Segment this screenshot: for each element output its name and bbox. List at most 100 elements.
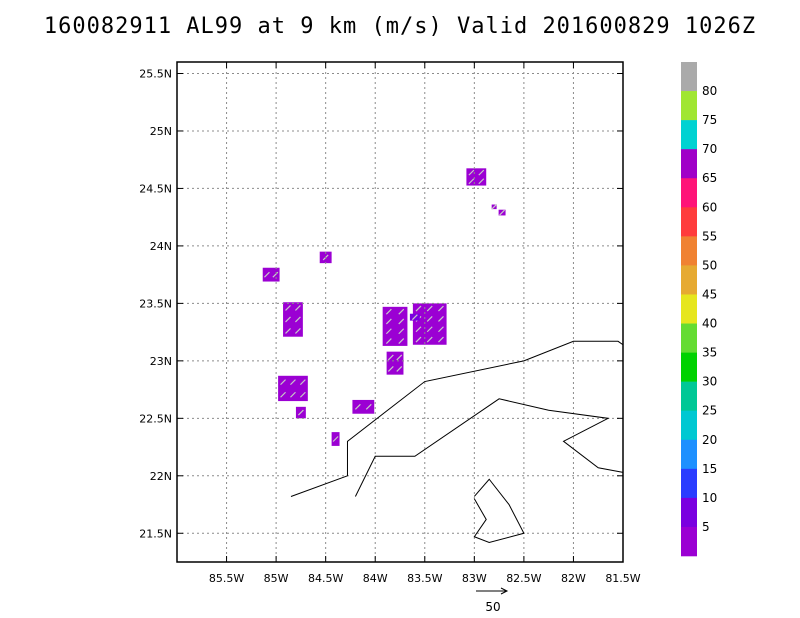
y-tick-label: 24N (150, 240, 172, 253)
wind-arrow (385, 328, 392, 335)
wind-arrow (297, 409, 304, 416)
y-tick-label: 23.5N (139, 297, 172, 310)
wind-arrow (426, 326, 433, 333)
wind-arrow (264, 271, 270, 278)
wind-arrow (398, 308, 405, 315)
colorbar-label: 10 (702, 491, 717, 505)
wind-cell (412, 303, 447, 345)
wind-arrow (468, 169, 475, 176)
wind-cell (283, 302, 303, 337)
wind-arrow (411, 314, 418, 321)
colorbar-label: 40 (702, 317, 717, 331)
colorbar-segment (681, 468, 697, 499)
colorbar-label: 5 (702, 520, 710, 534)
x-tick-label: 84W (363, 572, 388, 585)
colorbar-label: 75 (702, 113, 717, 127)
wind-arrow (294, 328, 301, 334)
y-tick-label: 25N (150, 125, 172, 138)
wind-arrow (426, 336, 433, 343)
colorbar-segment (681, 497, 697, 528)
colorbar-label: 35 (702, 346, 717, 360)
wind-arrow (415, 326, 422, 333)
colorbar-label: 15 (702, 462, 717, 476)
wind-arrow (491, 203, 498, 210)
colorbar-label: 80 (702, 84, 717, 98)
wind-arrow (294, 305, 301, 311)
wind-arrow (415, 336, 422, 343)
colorbar-segment (681, 120, 697, 150)
wind-arrow (396, 354, 403, 361)
wind-arrow (438, 336, 444, 343)
colorbar-segment (681, 526, 697, 557)
wind-arrow (285, 316, 291, 323)
wind-arrow (299, 391, 306, 398)
colorbar-label: 55 (702, 229, 717, 243)
wind-arrow (398, 338, 405, 344)
wind-arrow (365, 403, 372, 410)
plot-frame (176, 61, 624, 563)
colorbar-segment (681, 294, 697, 324)
x-tick-label: 82.5W (506, 572, 541, 585)
wind-arrow (354, 403, 361, 410)
wind-arrow (438, 326, 444, 333)
colorbar-label: 70 (702, 142, 717, 156)
wind-arrow (280, 391, 286, 398)
wind-arrow (438, 305, 444, 312)
wind-cell (352, 399, 375, 414)
colorbar-label: 20 (702, 433, 717, 447)
wind-arrow (299, 379, 306, 386)
wind-arrow (290, 379, 296, 386)
colorbar-label: 65 (702, 171, 717, 185)
wind-arrow (385, 308, 392, 315)
wind-arrow (385, 338, 392, 344)
wind-arrow (290, 391, 296, 398)
wind-arrow (385, 318, 392, 325)
wind-arrow (294, 316, 301, 323)
x-tick-label: 83.5W (407, 572, 442, 585)
y-tick-label: 22.5N (139, 412, 172, 425)
coastline (473, 478, 525, 543)
coastline (354, 398, 624, 497)
wind-arrow (415, 305, 422, 312)
colorbar-segment (681, 410, 697, 441)
wind-arrow (499, 209, 506, 216)
x-tick-label: 84.5W (308, 572, 343, 585)
colorbar-segment (681, 265, 697, 295)
colorbar-segment (681, 149, 697, 179)
wind-cell (382, 306, 408, 346)
colorbar-label: 25 (702, 404, 717, 418)
colorbar-segment (681, 207, 697, 237)
colorbar-label: 30 (702, 375, 717, 389)
wind-arrow (285, 305, 291, 311)
colorbar-label: 45 (702, 287, 717, 301)
wind-arrow (387, 365, 394, 372)
chart-title: 160082911 AL99 at 9 km (m/s) Valid 20160… (43, 14, 757, 39)
x-tick-label: 85W (264, 572, 289, 585)
colorbar-segment (681, 91, 697, 121)
colorbar-segment (681, 352, 697, 382)
reference-vector-label: 50 (485, 600, 500, 614)
wind-arrow (280, 379, 286, 386)
wind-arrow (398, 328, 405, 335)
colorbar-segment (681, 236, 697, 266)
y-tick-label: 21.5N (139, 527, 172, 540)
wind-cell (262, 267, 280, 282)
wind-arrow (438, 315, 444, 322)
colorbar-segment (681, 178, 697, 208)
reference-vector-head (500, 587, 509, 595)
wind-arrow (468, 178, 475, 185)
wind-arrow (272, 271, 279, 278)
wind-arrow (387, 354, 394, 361)
x-tick-label: 82W (561, 572, 586, 585)
wind-arrow (398, 318, 405, 325)
colorbar-segment (681, 381, 697, 412)
y-tick-label: 23N (150, 355, 172, 368)
coastline (290, 340, 624, 497)
wind-arrow (426, 305, 433, 312)
colorbar-segment (681, 323, 697, 353)
wind-arrow (478, 169, 485, 176)
wind-arrow (396, 365, 403, 372)
wind-arrow (426, 315, 433, 322)
x-tick-label: 83W (462, 572, 487, 585)
